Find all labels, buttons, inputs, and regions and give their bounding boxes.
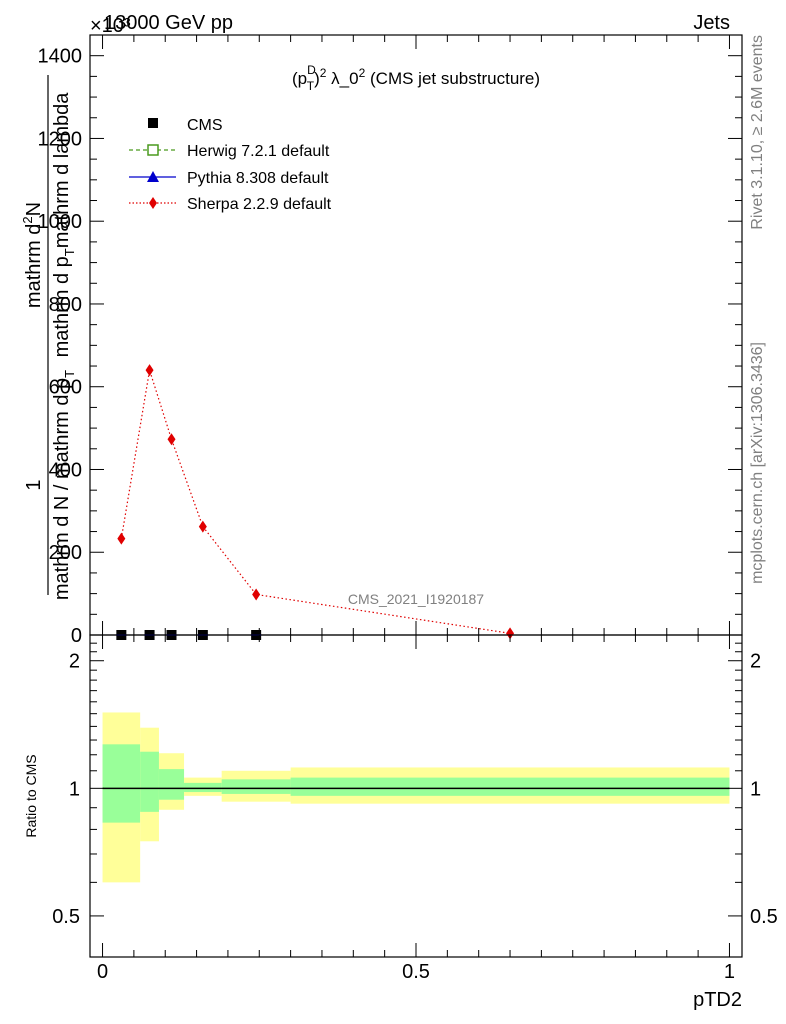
ylabel-den-part: mathrm d p [51, 256, 73, 357]
sherpa-point [252, 588, 261, 601]
ratio-inner-band [102, 744, 141, 823]
exponent-label: ×10³ [90, 15, 131, 37]
legend-marker-cms [148, 118, 158, 128]
x-axis-label: pTD2 [693, 989, 742, 1011]
y-tick-label: 200 [49, 542, 82, 564]
ratio-y-tick-label: 2 [69, 651, 80, 673]
sherpa-point [198, 520, 207, 533]
sherpa-point [117, 532, 126, 545]
ratio-inner-band [221, 779, 291, 794]
ylabel-den2-sub: T [62, 370, 77, 378]
ylabel-den-sub: T [62, 248, 77, 256]
watermark: CMS_2021_I1920187 [348, 591, 484, 607]
main-ticks: 0 200 400 600 800 1000 1200 1400 [38, 34, 742, 647]
plot-title-part: ) [314, 69, 320, 88]
x-tick-label: 0 [97, 961, 108, 983]
plot-title-sub: T [307, 79, 315, 93]
y-tick-label: 1200 [38, 128, 83, 150]
sherpa-point [506, 627, 515, 640]
y-tick-label: 600 [49, 377, 82, 399]
ratio-y-tick-label-right: 2 [750, 651, 761, 673]
legend-marker-pythia [147, 171, 159, 182]
ratio-y-tick-label-right: 1 [750, 778, 761, 800]
plot-title-part: (p [292, 69, 307, 88]
x-tick-label: 0.5 [402, 961, 430, 983]
legend-label-pythia: Pythia 8.308 default [187, 170, 329, 187]
ratio-plot: 0.5 0.5 1 1 2 2 0 0.5 1 Ratio to CMS pTD2 [23, 634, 778, 1011]
y-tick-label: 800 [49, 294, 82, 316]
jets-label: Jets [693, 12, 730, 34]
ratio-inner-band [290, 777, 730, 796]
ylabel-num-part: mathrm d [23, 224, 45, 308]
y-tick-label: 1000 [38, 211, 83, 233]
ylabel-den-part: mathrm d lambda [51, 92, 73, 248]
ratio-inner-band [184, 782, 222, 793]
plot-title-part: (CMS jet substructure) [365, 69, 540, 88]
ylabel-den2-part: mathrm d N / mathrm d p [51, 378, 73, 600]
y-tick-label: 0 [71, 625, 82, 647]
ratio-y-tick-label: 0.5 [52, 906, 80, 928]
collision-label: 13000 GeV pp [104, 12, 233, 34]
plot-title-sup: 2 [320, 66, 327, 80]
legend: CMS Herwig 7.2.1 default Pythia 8.308 de… [129, 117, 332, 213]
main-plot: 0 200 400 600 800 1000 1200 1400 CMS_2021_I1920… [20, 34, 743, 647]
y-tick-label: 400 [49, 459, 82, 481]
ylabel-num-part: N [23, 202, 45, 216]
legend-label-herwig: Herwig 7.2.1 default [187, 143, 330, 160]
x-tick-label: 1 [724, 961, 735, 983]
ylabel-denominator-2: mathrm d N / mathrm d pT [51, 370, 77, 600]
ylabel-num-sup: 2 [20, 216, 35, 223]
sherpa-line [120, 369, 511, 634]
ylabel-one: 1 [23, 479, 45, 490]
legend-label-cms: CMS [187, 117, 223, 134]
plot-title-sup: 2 [359, 66, 366, 80]
legend-marker-sherpa [149, 197, 157, 209]
ratio-inner-band [140, 751, 159, 812]
sherpa-point [145, 364, 154, 377]
ylabel-numerator: mathrm d2N [20, 202, 45, 308]
ratio-y-axis-label: Ratio to CMS [23, 754, 39, 837]
mcplots-label: mcplots.cern.ch [arXiv:1306.3436] [749, 342, 766, 584]
y-tick-label: 1400 [38, 46, 83, 68]
ratio-y-tick-label-right: 0.5 [750, 906, 778, 928]
plot-title-sup: D [307, 63, 316, 77]
ratio-y-tick-label: 1 [69, 778, 80, 800]
legend-label-sherpa: Sherpa 2.2.9 default [187, 196, 332, 213]
plot-title-part: λ_0 [326, 69, 358, 88]
ratio-bands [102, 712, 730, 883]
ratio-inner-band [158, 769, 185, 800]
main-y-axis-label: mathrm d2N 1 mathrm d pTmathrm d lambda … [20, 75, 77, 600]
plot-title: (pD T)2 λ_02 (CMS jet substructure) [292, 63, 540, 93]
rivet-label: Rivet 3.1.10, ≥ 2.6M events [749, 35, 766, 230]
sherpa-point [167, 433, 176, 446]
ylabel-denominator: mathrm d pTmathrm d lambda [51, 92, 77, 358]
legend-marker-herwig [147, 144, 159, 156]
ratio-ticks: 0.5 0.5 1 1 2 2 0 0.5 1 [52, 635, 778, 983]
